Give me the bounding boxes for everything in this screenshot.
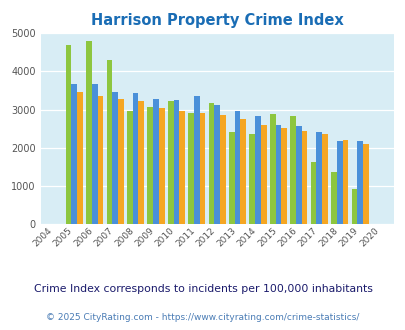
Bar [153,99,158,224]
Bar [275,125,281,224]
Bar [321,134,327,224]
Title: Harrison Property Crime Index: Harrison Property Crime Index [91,13,343,28]
Text: © 2025 CityRating.com - https://www.cityrating.com/crime-statistics/: © 2025 CityRating.com - https://www.city… [46,313,359,322]
Bar [269,114,275,224]
Bar [138,101,144,224]
Bar [330,172,336,224]
Bar [240,119,245,224]
Bar [290,116,295,224]
Bar [336,141,342,224]
Bar [255,116,260,224]
Bar [179,111,185,224]
Bar [199,114,205,224]
Bar [158,108,164,224]
Bar [118,99,124,224]
Bar [315,132,321,224]
Bar [188,113,194,224]
Bar [86,41,92,224]
Bar [295,126,301,224]
Bar [147,107,153,224]
Bar [167,101,173,224]
Bar [112,92,118,224]
Bar [66,45,71,224]
Bar [281,128,286,224]
Bar [342,140,347,224]
Bar [228,132,234,224]
Bar [127,111,132,224]
Bar [173,100,179,224]
Bar [214,105,220,224]
Bar [77,92,83,224]
Bar [220,115,225,224]
Bar [310,162,315,224]
Bar [92,84,97,224]
Bar [194,96,199,224]
Bar [260,125,266,224]
Bar [132,93,138,224]
Bar [301,131,307,224]
Bar [234,111,240,224]
Text: Crime Index corresponds to incidents per 100,000 inhabitants: Crime Index corresponds to incidents per… [34,284,371,294]
Bar [351,189,356,224]
Bar [71,84,77,224]
Bar [362,144,368,224]
Bar [97,96,103,224]
Bar [106,60,112,224]
Bar [208,103,214,224]
Bar [356,141,362,224]
Bar [249,134,255,224]
